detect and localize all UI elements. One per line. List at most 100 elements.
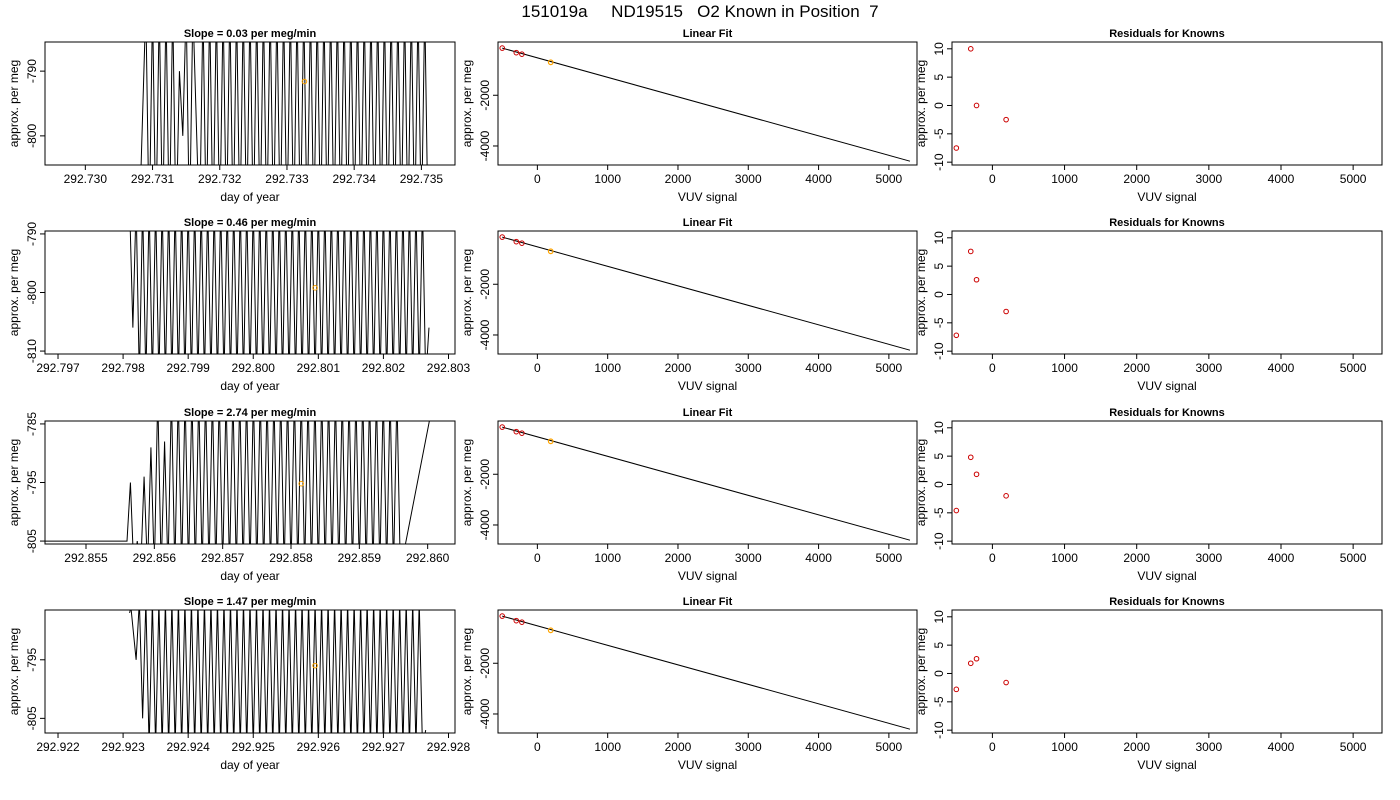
x-tick-label: 292.925 [232,740,276,754]
x-tick-label: 3000 [735,740,762,754]
y-tick-label: -5 [932,128,946,139]
y-axis-label: approx. per meg [460,60,474,147]
x-tick-label: 292.797 [36,361,80,375]
fit-point [499,234,506,240]
y-tick-label: -10 [932,721,946,739]
plot-area [953,46,1009,151]
y-tick-label: 10 [932,42,946,56]
panel-title: Slope = 0.46 per meg/min [184,217,317,229]
residual-point [967,454,974,461]
known-point [298,480,305,487]
x-tick-label: 4000 [805,551,832,565]
plot-frame [497,230,918,355]
x-tick-label: 1000 [594,172,621,186]
residual-point [973,276,980,283]
x-tick-label: 4000 [1268,172,1295,186]
y-axis-label: approx. per meg [7,439,21,526]
plot-frame [497,41,918,166]
panel-timeseries-1: Slope = 0.03 per meg/min 292.730 292.731 29… [7,28,456,204]
y-tick-label: -800 [25,280,39,304]
x-tick-label: 4000 [805,361,832,375]
x-tick-label: 1000 [594,551,621,565]
x-tick-label: 3000 [735,551,762,565]
residual-point [1003,116,1009,123]
plot-frame [44,230,456,355]
x-tick-label: 292.928 [427,740,471,754]
y-tick-label: -10 [932,153,946,171]
x-tick-label: 0 [989,551,996,565]
x-tick-label: 2000 [1123,551,1150,565]
x-tick-label: 2000 [1123,740,1150,754]
plot-frame [44,420,456,545]
x-tick-label: 0 [534,172,541,186]
y-tick-label: -795 [25,647,39,671]
y-axis-label: approx. per meg [7,249,21,336]
x-tick-label: 292.858 [269,551,313,565]
fit-point [513,238,520,245]
x-tick-label: 0 [989,740,996,754]
y-tick-label: 0 [932,291,946,298]
y-tick-label: -5 [932,696,946,707]
y-tick-label: -4000 [478,319,492,350]
x-tick-label: 5000 [1340,361,1367,375]
y-tick-label: 0 [932,670,946,677]
plot-area [499,424,911,541]
residual-point [1003,679,1009,686]
y-tick-label: -2000 [478,459,492,490]
panel-residuals-1: Residuals for Knowns 0 1000 2000 3000 4000 500… [914,28,1383,204]
y-tick-label: -4000 [478,509,492,540]
y-axis-label: approx. per meg [460,628,474,715]
fit-point [499,424,506,430]
y-tick-label: 5 [932,641,946,648]
x-axis-label: day of year [220,569,279,583]
y-tick-label: -2000 [478,80,492,111]
x-tick-label: 292.859 [338,551,382,565]
known-point [312,285,318,291]
y-tick-label: 10 [932,421,946,435]
plot-area [499,45,911,162]
fit-line [502,47,911,162]
x-tick-label: 4000 [1268,740,1295,754]
x-tick-label: 1000 [1051,740,1078,754]
x-tick-label: 292.734 [332,172,376,186]
y-axis-label: approx. per meg [460,439,474,526]
y-axis-label: approx. per meg [914,439,928,526]
x-tick-label: 1000 [1051,551,1078,565]
x-tick-label: 0 [534,740,541,754]
y-tick-label: -4000 [478,698,492,729]
x-tick-label: 4000 [1268,551,1295,565]
plot-area [45,421,430,544]
plot-frame [951,420,1383,545]
series-line [129,231,430,354]
panel-residuals-2: Residuals for Knowns 0 1000 2000 3000 4000 500… [914,217,1383,393]
plot-frame [497,609,918,734]
panel-fit-4: Linear Fit 0 1000 2000 3000 4000 5000 -4000 -200… [460,596,918,772]
plot-frame [44,609,456,734]
known-point [547,438,554,445]
x-tick-label: 0 [989,172,996,186]
residual-point [973,655,980,662]
x-tick-label: 1000 [594,740,621,754]
y-tick-label: -790 [25,222,39,246]
plot-frame [951,230,1383,355]
x-axis-label: day of year [220,379,279,393]
x-tick-label: 292.860 [406,551,450,565]
x-tick-label: 5000 [876,172,903,186]
y-tick-label: 0 [932,102,946,109]
x-tick-label: 2000 [665,361,692,375]
x-tick-label: 292.733 [265,172,309,186]
x-tick-label: 292.855 [64,551,108,565]
y-tick-label: 10 [932,610,946,624]
residual-point [953,686,960,693]
y-axis-label: approx. per meg [914,628,928,715]
x-tick-label: 2000 [1123,361,1150,375]
panel-title: Residuals for Knowns [1109,217,1225,229]
y-axis-label: approx. per meg [7,60,21,147]
series-line [45,421,430,544]
residual-point [967,248,974,255]
panel-title: Linear Fit [683,596,733,608]
panel-title: Linear Fit [683,217,733,229]
x-axis-label: VUV signal [1137,190,1196,204]
x-tick-label: 3000 [735,361,762,375]
x-axis-label: VUV signal [678,379,737,393]
